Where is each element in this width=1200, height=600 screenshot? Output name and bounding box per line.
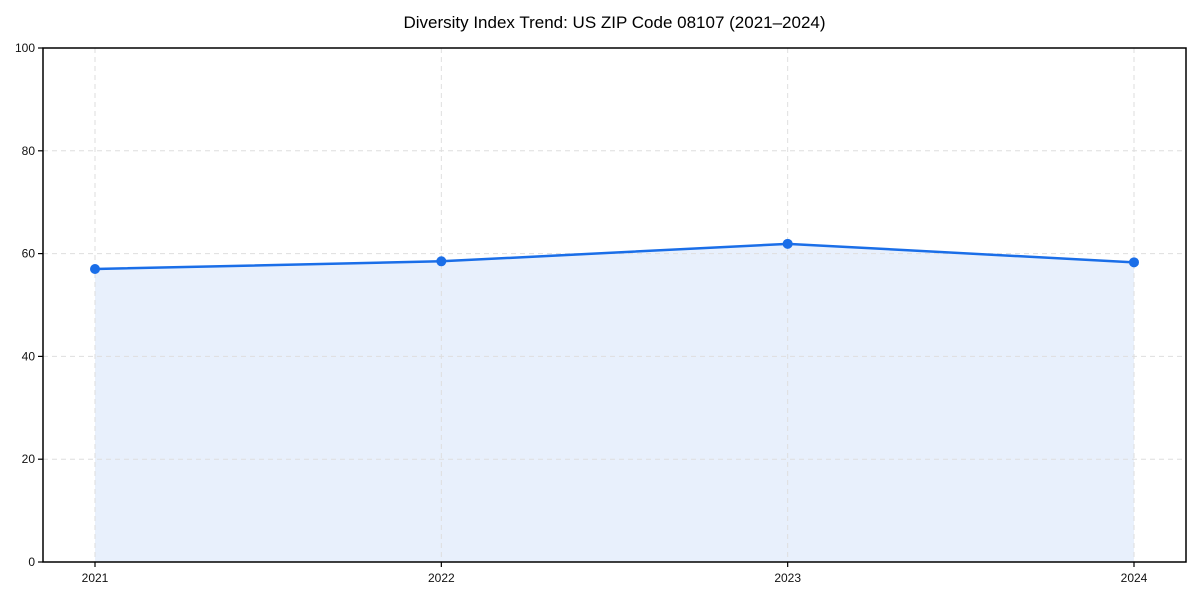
- trend-line: [93, 242, 1136, 271]
- y-tick-label: 40: [22, 349, 36, 363]
- x-tick-label: 2022: [428, 571, 455, 585]
- data-point: [90, 264, 100, 275]
- chart-title: Diversity Index Trend: US ZIP Code 08107…: [403, 13, 826, 32]
- y-tick-label: 60: [22, 247, 36, 261]
- y-tick-label: 80: [22, 144, 36, 158]
- data-point: [1129, 257, 1139, 268]
- data-point: [782, 238, 793, 249]
- y-tick-label: 100: [15, 41, 35, 55]
- plot-border: [42, 47, 1187, 563]
- x-tick-label: 2024: [1121, 571, 1148, 585]
- area-fill: [95, 243, 1134, 563]
- y-tick-label: 0: [28, 555, 35, 569]
- y-tick-label: 20: [22, 452, 36, 466]
- data-point: [436, 256, 447, 267]
- x-tick-label: 2023: [774, 571, 801, 585]
- x-tick-label: 2021: [82, 571, 109, 585]
